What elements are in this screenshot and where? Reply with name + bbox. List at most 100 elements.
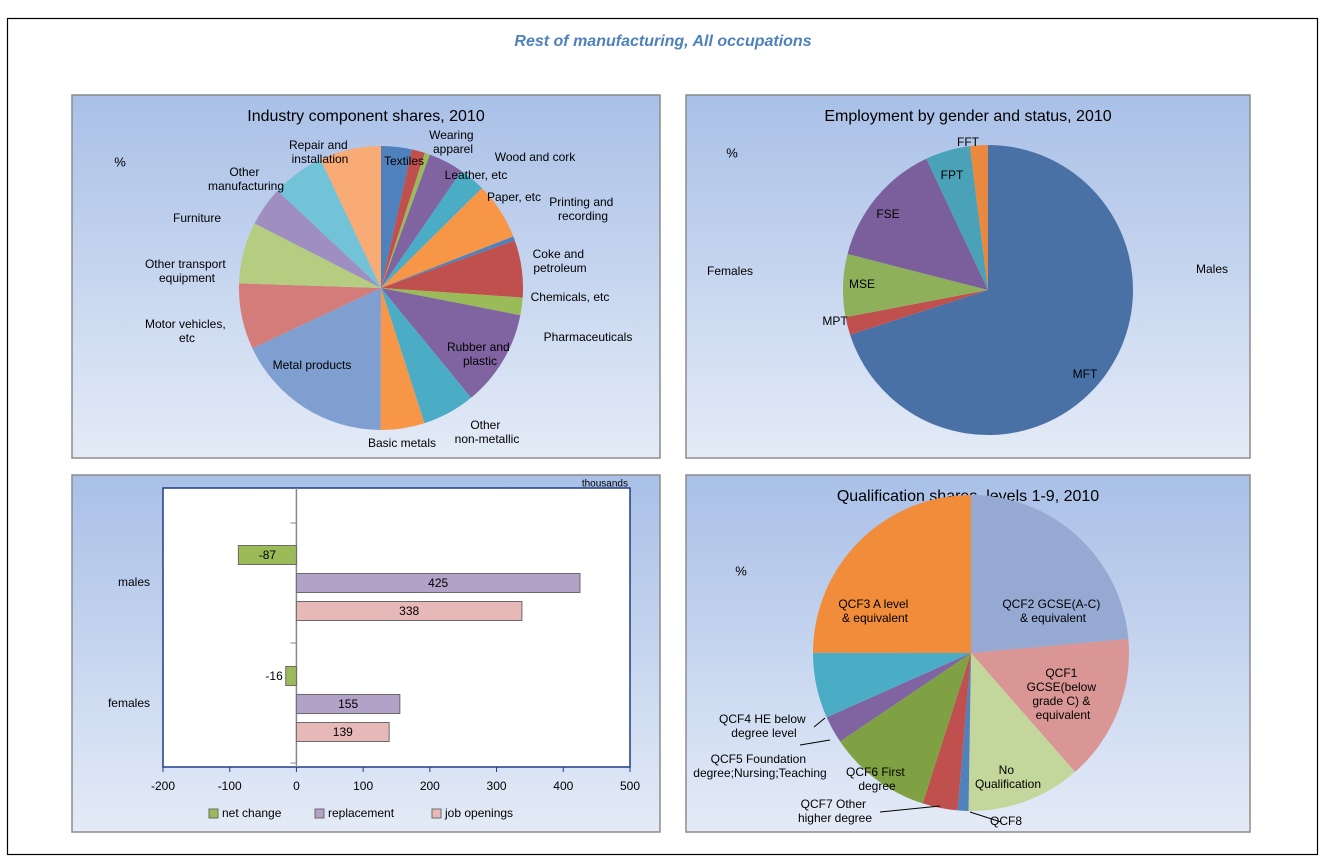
x-tick-label: 100 [353, 779, 373, 793]
chart-title: Employment by gender and status, 2010 [824, 108, 1111, 125]
slice-label: No Qualification [975, 763, 1041, 791]
slice-label: QCF7 Other higher degree [798, 797, 872, 825]
bar [285, 666, 297, 686]
data-label: -16 [265, 669, 283, 683]
legend-swatch [208, 808, 219, 819]
leader-line [799, 739, 831, 746]
slice-label: Other transport equipment [145, 257, 229, 285]
slice-label: FFT [957, 135, 980, 149]
unit-label: % [735, 563, 747, 578]
slice-label: MPT [822, 314, 848, 328]
slice-label: MFT [1073, 367, 1098, 381]
bar [295, 722, 390, 742]
x-tick-label: -100 [218, 779, 242, 793]
slice-label: QCF4 HE below degree level [719, 712, 809, 740]
pie-slice [840, 653, 971, 804]
pie-slice [381, 152, 430, 288]
x-tick-label: 0 [293, 779, 300, 793]
pie-slice [277, 159, 381, 288]
pie-slice [381, 188, 514, 288]
x-tick-label: 500 [620, 779, 640, 793]
x-tick-label: 300 [487, 779, 507, 793]
y-tick-label: males [118, 575, 150, 589]
pie-slice [239, 283, 381, 349]
bar [295, 601, 523, 621]
pie-slice [320, 146, 381, 288]
pie-slice [957, 653, 971, 811]
pie-slice [845, 290, 988, 335]
pie-slice [380, 288, 425, 430]
pie-slice [850, 145, 1133, 435]
pie-slice [381, 288, 521, 398]
slice-label: Wood and cork [495, 150, 576, 164]
pie-slice [381, 146, 412, 288]
slice-label: Wearing apparel [429, 128, 477, 156]
slice-label: MSE [849, 277, 875, 291]
slice-label: FSE [876, 207, 899, 221]
bar [237, 545, 297, 565]
chart-panel: Industry component shares, 2010 Textiles W… [71, 94, 661, 459]
page-title: Rest of manufacturing, All occupations [514, 33, 811, 50]
pie-slice [381, 149, 425, 288]
plot-area [162, 487, 631, 768]
pie-slice [969, 145, 988, 290]
pie-slice [813, 494, 971, 653]
pie-slice [843, 253, 988, 318]
slice-label: Motor vehicles, etc [145, 317, 229, 345]
pie-slice [381, 240, 523, 298]
legend-swatch [431, 808, 442, 819]
slice-label: Other manufacturing [208, 165, 284, 193]
slice-label: Printing and recording [549, 195, 616, 223]
data-label: 155 [338, 697, 358, 711]
slice-label: Repair and installation [289, 138, 351, 166]
slice-label: QCF1 GCSE(below grade C) & equivalent [1027, 666, 1100, 722]
legend-label: replacement [328, 806, 395, 820]
pie-slice [971, 638, 1129, 772]
x-tick-label: 400 [553, 779, 573, 793]
slice-label: Coke and petroleum [533, 247, 588, 275]
slice-label: QCF3 A level & equivalent [838, 597, 911, 625]
bar [295, 694, 401, 714]
unit-label: % [114, 154, 126, 169]
pie-slice [968, 653, 1076, 811]
chart-title: Industry component shares, 2010 [247, 108, 485, 125]
pie-slice [381, 154, 462, 288]
slice-label: Pharmaceuticals [544, 330, 633, 344]
chart-panel: Employment by gender and status, 2010 MFT… [685, 94, 1251, 459]
pie-slice [239, 223, 381, 288]
annotation: thousands [582, 479, 628, 490]
leader-line [813, 717, 826, 728]
slice-label: QCF8 [990, 814, 1022, 828]
slice-label: QCF5 Foundation degree;Nursing;Teaching [693, 752, 826, 780]
x-tick-label: -200 [151, 779, 175, 793]
legend-label: job openings [444, 806, 513, 820]
y-tick-label: females [108, 696, 150, 710]
data-label: -87 [259, 548, 277, 562]
pie-slice [926, 146, 988, 290]
data-label: 425 [428, 576, 448, 590]
pie-slice [381, 236, 515, 288]
slice-label: Chemicals, etc [531, 290, 610, 304]
legend-swatch [314, 808, 325, 819]
slice-label: Leather, etc [445, 168, 508, 182]
slice-label: Other non-metallic [455, 418, 520, 446]
slice-label: Rubber and plastic [447, 340, 513, 368]
pie-slice [381, 288, 523, 316]
pie-slice [826, 653, 971, 742]
slice-label: QCF6 First degree [846, 765, 908, 793]
x-tick-label: 200 [420, 779, 440, 793]
slice-label: Textiles [384, 154, 424, 168]
bar [295, 573, 581, 593]
pie-slice [971, 495, 1129, 653]
pie-slice [813, 652, 971, 718]
slice-label: FPT [941, 168, 964, 182]
legend-label: net change [222, 806, 282, 820]
data-label: 338 [399, 604, 419, 618]
chart-panel: Qualification shares, levels 1-9, 2010QC… [685, 474, 1251, 833]
pie-slice [252, 288, 381, 430]
slice-label: Basic metals [368, 436, 436, 450]
slice-label: Furniture [173, 211, 221, 225]
pie-slice [254, 190, 381, 288]
